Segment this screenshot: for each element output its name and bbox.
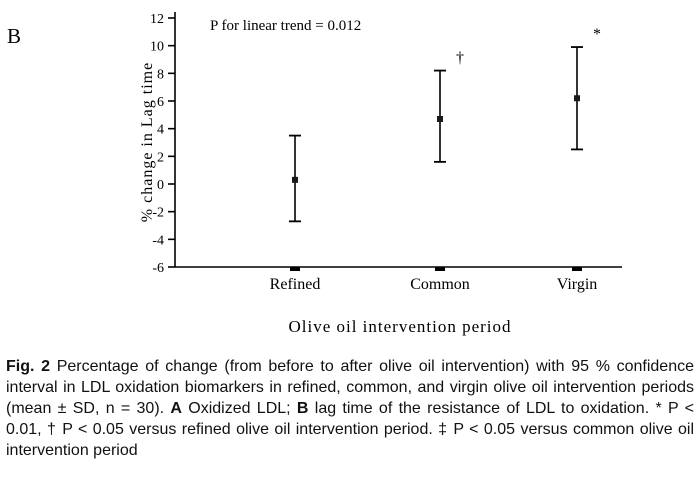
x-tick bbox=[290, 267, 300, 271]
mean-marker bbox=[574, 95, 580, 102]
x-category-label: Refined bbox=[270, 276, 321, 293]
trend-annotation: P for linear trend = 0.012 bbox=[210, 18, 361, 34]
caption-text: Oxidized LDL; bbox=[181, 400, 297, 417]
y-tick-label: -6 bbox=[152, 261, 164, 276]
y-axis-label: % change in Lag time bbox=[139, 62, 156, 222]
caption-text: Percentage of change (from before to aft… bbox=[6, 358, 694, 417]
significance-marker: * bbox=[593, 26, 601, 43]
y-tick-label: 10 bbox=[150, 40, 164, 55]
y-tick-label: 12 bbox=[150, 12, 164, 27]
y-tick-label: -4 bbox=[152, 233, 164, 248]
figure-caption: Fig. 2 Percentage of change (from before… bbox=[6, 356, 694, 461]
mean-marker bbox=[292, 176, 298, 183]
y-tick-label: 6 bbox=[157, 95, 164, 110]
y-tick-label: 2 bbox=[157, 150, 164, 165]
caption-text: lag time of the resistance of LDL to oxi… bbox=[6, 400, 694, 459]
panel-label: B bbox=[7, 24, 22, 48]
caption-bold-text: A bbox=[170, 400, 182, 417]
mean-marker bbox=[437, 115, 443, 122]
caption-bold-text: B bbox=[296, 400, 309, 417]
errorbar-chart: -6 -4 -2 0 2 4 6 8 10 12 Refined Common Virgin † * P fo… bbox=[139, 12, 622, 336]
x-tick bbox=[572, 267, 582, 271]
x-category-label: Common bbox=[410, 276, 470, 293]
significance-marker: † bbox=[456, 50, 464, 67]
y-tick-label: -2 bbox=[152, 206, 164, 221]
y-tick-label: 4 bbox=[157, 123, 164, 138]
y-tick-label: 8 bbox=[157, 67, 164, 82]
x-axis-label: Olive oil intervention period bbox=[288, 317, 511, 336]
x-category-label: Virgin bbox=[557, 276, 598, 293]
x-tick bbox=[435, 267, 445, 271]
y-tick-label: 0 bbox=[157, 178, 164, 193]
caption-bold-text: Fig. 2 bbox=[6, 358, 51, 375]
